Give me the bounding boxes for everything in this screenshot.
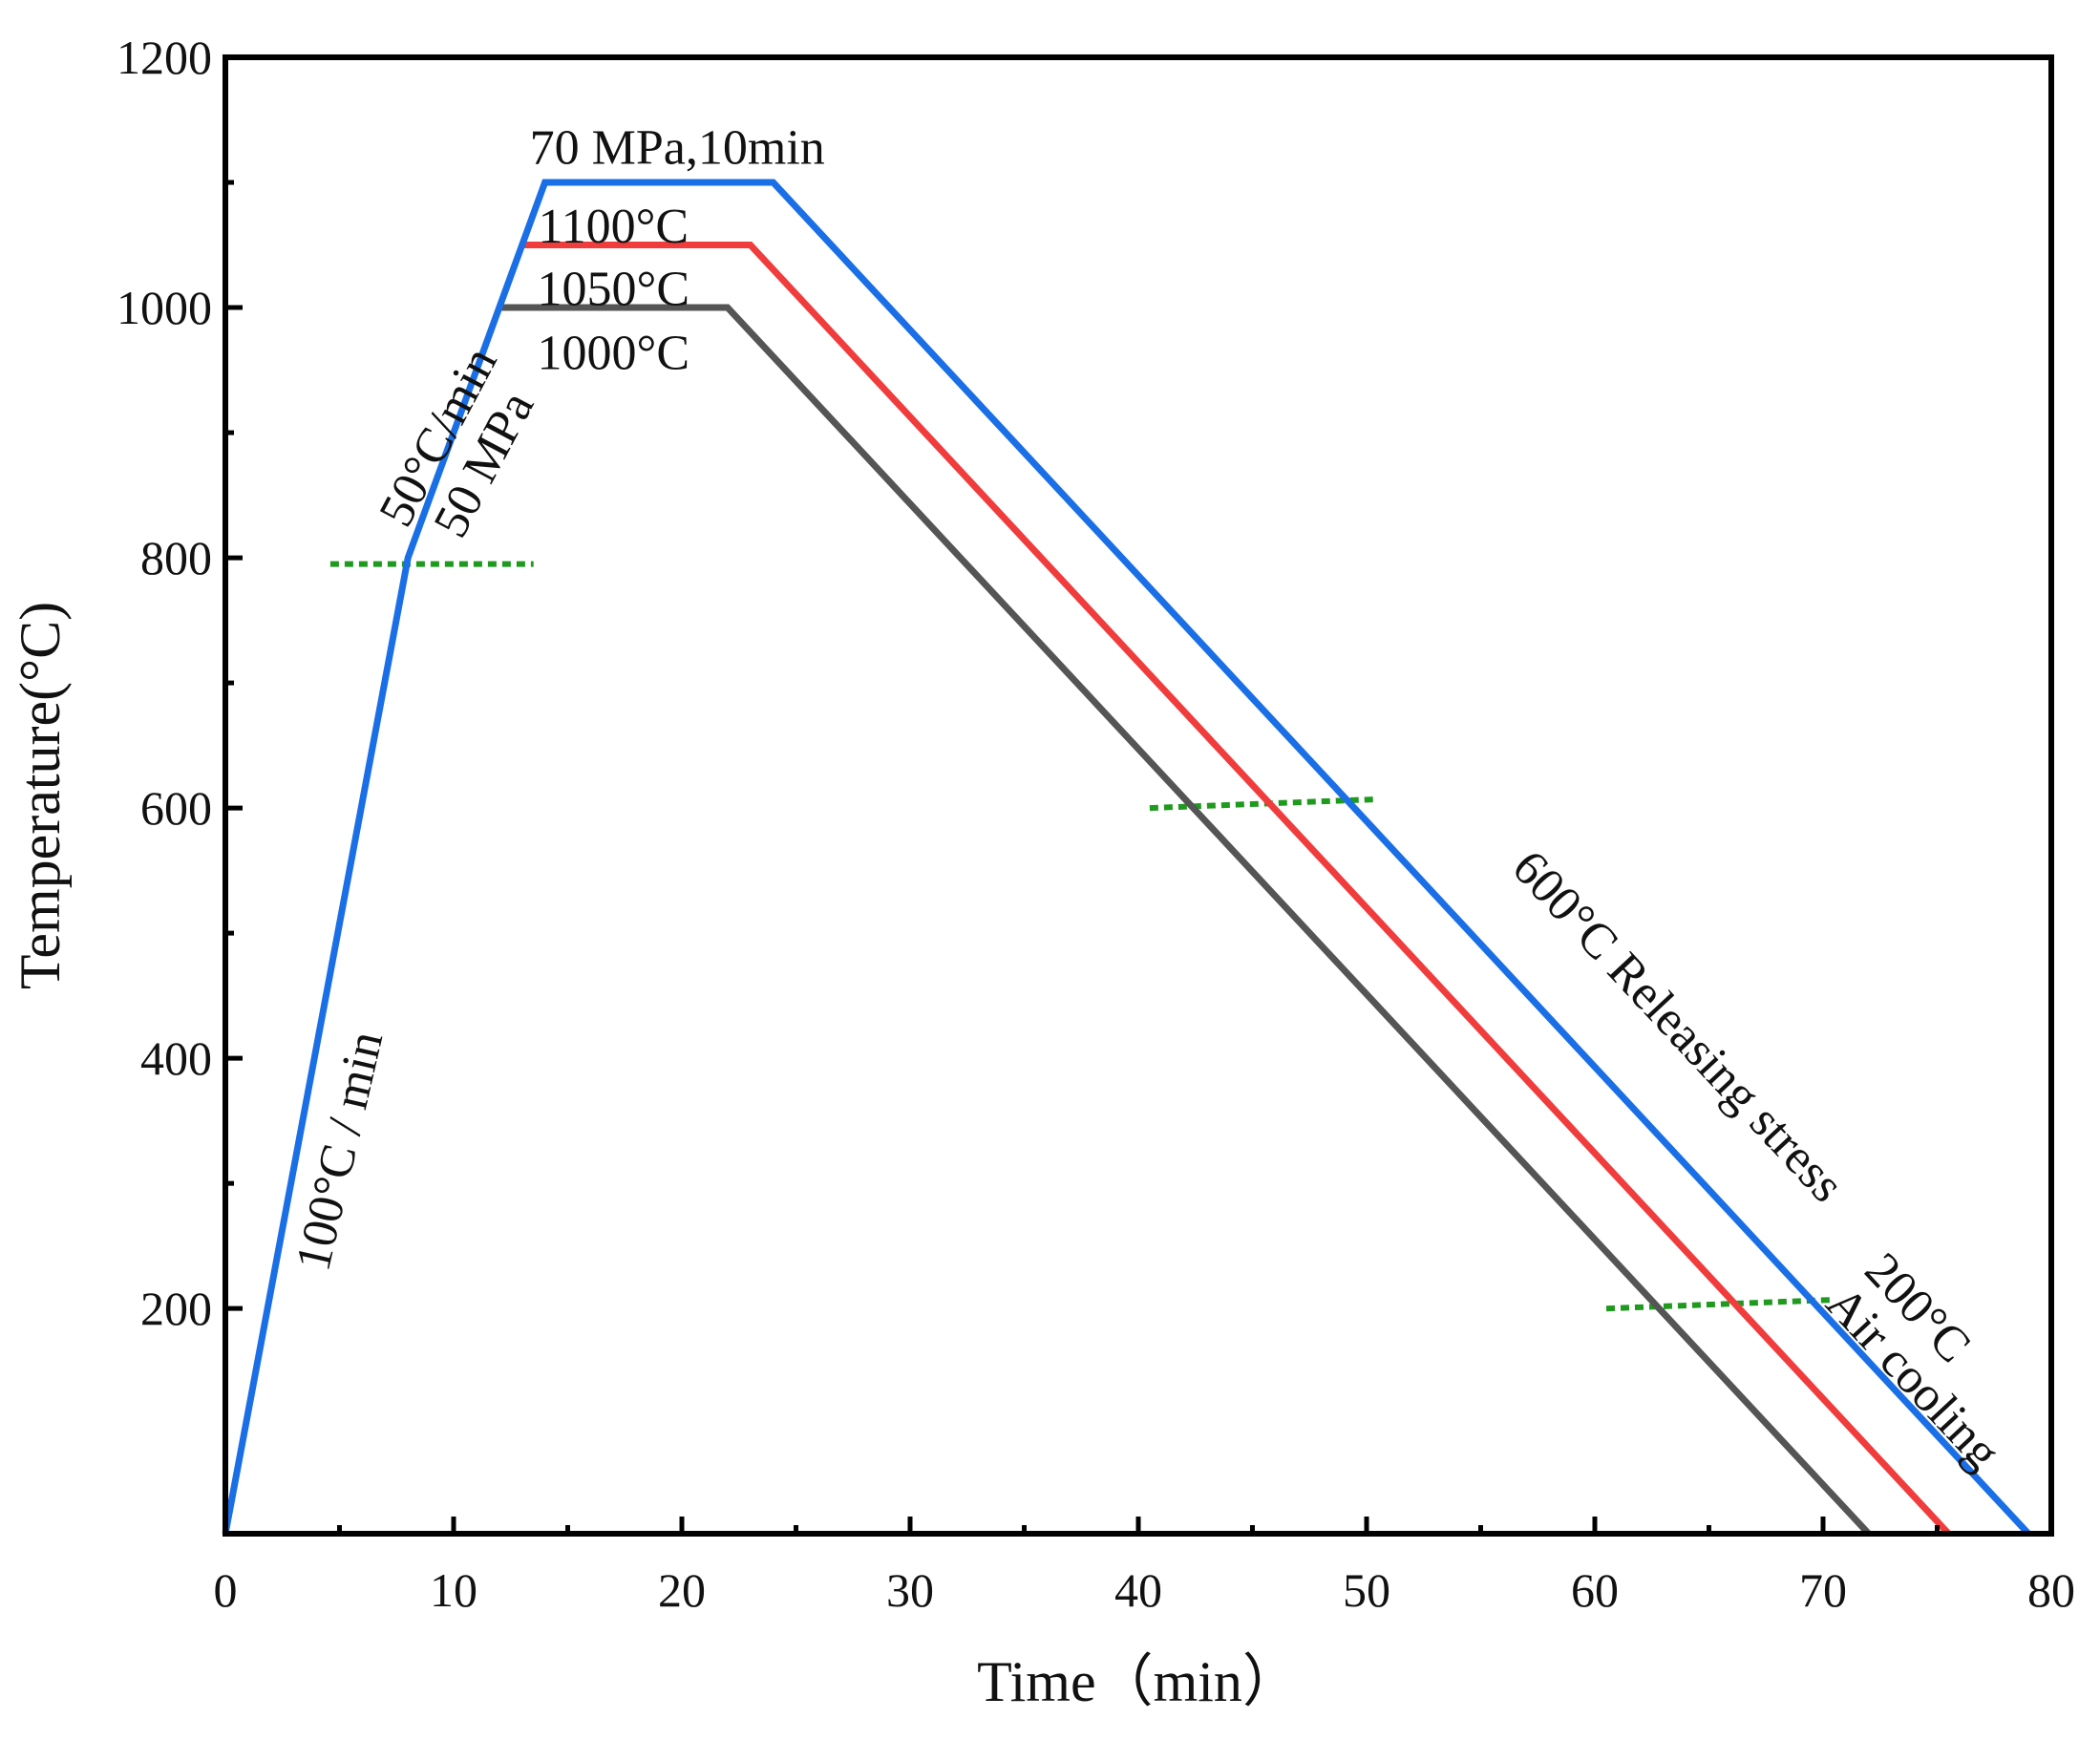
y-tick-label: 400: [140, 1031, 212, 1085]
reference-line-200: [1605, 1297, 1835, 1312]
annotation-label: 70 MPa,10min: [530, 121, 825, 176]
reference-lines: [329, 561, 1835, 1312]
y-tick-label: 1000: [117, 281, 212, 334]
x-tick-label: 60: [1571, 1563, 1619, 1617]
annotation-label: 100°C / min: [286, 1027, 393, 1276]
annotations: 70 MPa,10min1100°C1050°C1000°C50°C/min50…: [286, 121, 2010, 1480]
series-line-1050C: [521, 242, 1952, 1537]
x-tick-label: 0: [214, 1563, 238, 1617]
reference-line-600: [1149, 796, 1379, 812]
x-tick-label: 30: [886, 1563, 934, 1617]
y-axis-title: Temperature(°C): [9, 602, 72, 989]
x-axis: 0 10 20 30 40 50 60 70 80: [214, 1517, 2075, 1617]
y-axis: 200 400 600 800 1000 1200: [117, 31, 243, 1335]
annotation-label: 1000°C: [538, 326, 689, 380]
y-tick-label: 600: [140, 781, 212, 835]
x-tick-label: 70: [1799, 1563, 1847, 1617]
y-tick-label: 200: [140, 1282, 212, 1335]
x-axis-title: Time（min）: [977, 1650, 1300, 1713]
x-tick-label: 10: [430, 1563, 477, 1617]
annotation-label: 1100°C: [539, 200, 689, 254]
y-tick-label: 800: [140, 531, 212, 584]
x-tick-label: 20: [658, 1563, 706, 1617]
x-tick-label: 50: [1343, 1563, 1390, 1617]
series-line-1100C: [222, 179, 2031, 1537]
y-tick-label: 1200: [117, 31, 212, 84]
series-line-1000C: [498, 304, 1872, 1537]
series-lines: [222, 179, 2031, 1537]
plot-frame: [223, 54, 2054, 1537]
x-tick-label: 80: [2027, 1563, 2075, 1617]
annotation-label: 1050°C: [538, 263, 689, 317]
x-tick-label: 40: [1114, 1563, 1162, 1617]
